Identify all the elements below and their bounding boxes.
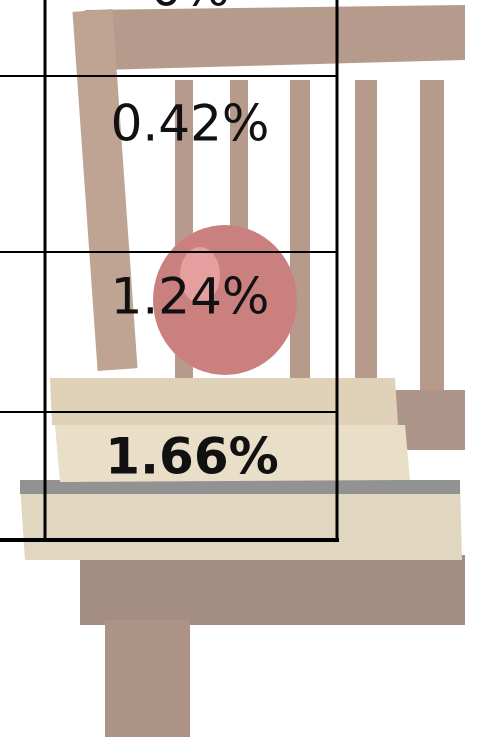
page: 0% 0.42% 1.24% 1.66% (() => { const data… [0, 0, 477, 737]
table-cell: 0.42% [111, 95, 270, 153]
table-cell: 1.24% [111, 268, 270, 326]
table-cell: 0% [150, 0, 229, 18]
screenshot: 0% 0.42% 1.24% 1.66% [0, 0, 477, 737]
table-cell: 1.66% [105, 428, 278, 486]
